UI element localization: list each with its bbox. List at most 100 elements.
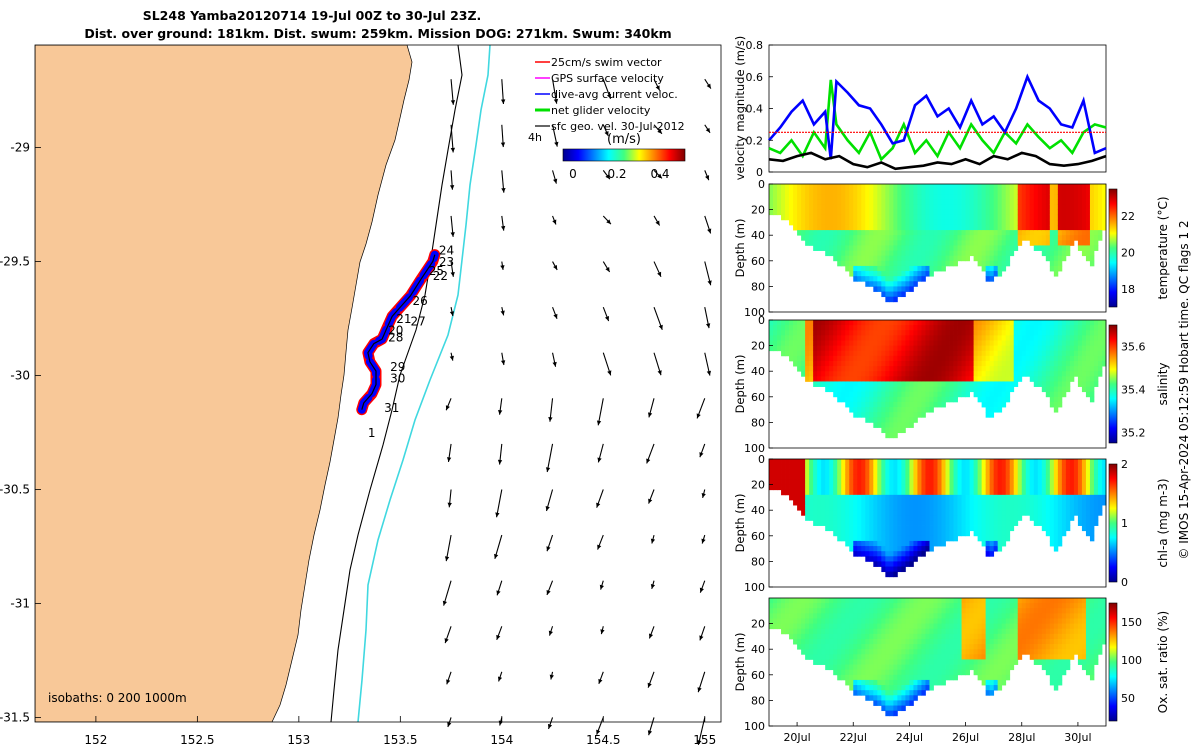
section-cell — [909, 391, 914, 398]
section-cell — [933, 623, 938, 630]
section-cell — [1001, 371, 1007, 377]
section-cell — [981, 489, 987, 496]
section-cell — [797, 613, 802, 619]
section-cell — [857, 613, 862, 619]
section-cell — [949, 494, 954, 501]
section-cell — [1037, 520, 1043, 526]
section-cell — [885, 230, 890, 236]
section-cell — [861, 484, 866, 491]
section-cell — [881, 204, 886, 210]
section-cell — [1049, 209, 1055, 216]
geo-velocity-arrowhead — [553, 98, 559, 104]
section-cell — [909, 371, 914, 377]
section-cell — [825, 484, 830, 491]
section-cell — [897, 276, 902, 282]
section-cell — [977, 340, 983, 346]
section-cell — [1073, 510, 1079, 516]
section-cell — [773, 330, 778, 336]
section-cell — [957, 230, 962, 236]
section-cell — [933, 644, 938, 650]
section-cell — [829, 623, 834, 630]
section-cell — [1089, 459, 1095, 465]
section-cell — [885, 654, 890, 660]
section-cell — [897, 412, 902, 418]
section-cell — [997, 194, 1003, 200]
section-cell — [1061, 520, 1067, 526]
section-cell — [1085, 366, 1091, 372]
section-cell — [925, 679, 930, 686]
section-cell — [821, 366, 826, 372]
section-cell — [841, 494, 846, 501]
section-cell — [881, 199, 886, 205]
section-cell — [933, 484, 938, 491]
section-cell — [985, 345, 991, 352]
section-cell — [901, 412, 906, 418]
section-cell — [937, 469, 942, 475]
section-cell — [845, 260, 850, 267]
section-cell — [1045, 510, 1051, 516]
section-cell — [853, 371, 858, 377]
section-cell — [941, 530, 946, 537]
section-cell — [861, 474, 866, 480]
section-cell — [885, 245, 890, 251]
section-cell — [953, 603, 958, 609]
section-ylabel: Depth (m) — [733, 355, 747, 414]
section-cell — [865, 469, 870, 475]
geo-velocity-arrowhead — [607, 370, 612, 376]
section-cell — [813, 499, 818, 506]
section-cell — [905, 603, 910, 609]
section-ytick-label: 0 — [758, 314, 765, 327]
section-cell — [965, 664, 970, 671]
section-cell — [937, 391, 942, 398]
section-cell — [917, 250, 922, 257]
section-cell — [897, 417, 902, 423]
geo-velocity-arrowhead — [545, 506, 550, 511]
section-cell — [997, 510, 1003, 516]
section-cell — [785, 464, 790, 470]
section-cell — [821, 505, 826, 511]
section-cell — [801, 325, 806, 331]
section-cell — [801, 464, 806, 470]
section-cell — [1089, 240, 1095, 246]
section-cell — [933, 669, 938, 676]
section-cell — [965, 494, 970, 501]
section-cell — [993, 360, 999, 367]
section-cell — [1081, 214, 1087, 221]
section-cell — [857, 530, 862, 537]
section-cell — [857, 381, 862, 387]
section-cell — [965, 381, 970, 387]
section-cell — [1093, 224, 1099, 231]
section-cell — [833, 386, 838, 393]
section-cell — [1041, 489, 1047, 496]
section-cell — [945, 209, 950, 216]
section-cell — [1033, 499, 1039, 506]
geo-velocity-arrowhead — [549, 674, 554, 680]
section-cell — [961, 659, 966, 665]
section-cell — [897, 286, 902, 292]
section-cell — [773, 474, 778, 480]
section-cell — [905, 638, 910, 645]
section-cell — [909, 345, 914, 352]
section-cell — [873, 494, 878, 501]
section-cell — [837, 510, 842, 516]
section-cell — [1097, 464, 1103, 470]
section-cell — [885, 669, 890, 676]
section-cell — [845, 525, 850, 532]
section-cell — [829, 224, 834, 231]
section-cell — [893, 396, 898, 403]
section-cell — [873, 633, 878, 640]
section-cell — [849, 366, 854, 372]
section-cell — [1065, 209, 1071, 216]
section-cell — [889, 499, 894, 506]
section-cell — [1021, 189, 1027, 195]
section-cell — [869, 469, 874, 475]
geo-velocity-arrowhead — [647, 682, 652, 688]
section-cell — [977, 525, 983, 532]
section-cell — [1077, 194, 1083, 200]
section-cell — [913, 464, 918, 470]
section-cell — [1013, 350, 1019, 357]
section-cell — [949, 598, 954, 604]
section-cell — [857, 664, 862, 671]
section-cell — [913, 250, 918, 257]
section-cell — [809, 199, 814, 205]
